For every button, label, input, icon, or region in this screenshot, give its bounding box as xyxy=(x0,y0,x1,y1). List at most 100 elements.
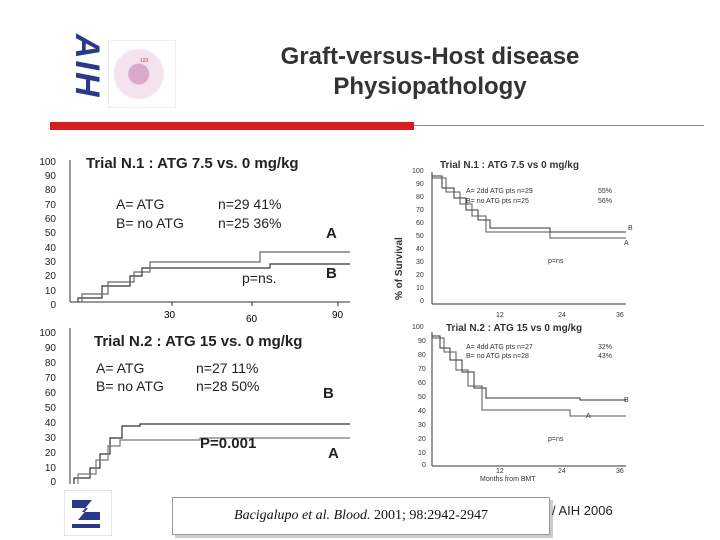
curve-label-b: B xyxy=(323,385,334,402)
y-tick: 40 xyxy=(418,408,426,415)
legend-a: A= 2dd ATG pts n=29 xyxy=(466,188,533,195)
x-tick: 12 xyxy=(496,312,504,319)
y-tick: 70 xyxy=(418,366,426,373)
y-tick: 60 xyxy=(44,388,56,399)
curve-label-b: B xyxy=(628,225,633,232)
aih-logo: AIH xyxy=(68,34,106,99)
y-tick: 20 xyxy=(44,448,56,459)
x-tick: 12 xyxy=(496,468,504,475)
y-tick: 40 xyxy=(44,418,56,429)
y-tick: 10 xyxy=(416,285,424,292)
y-tick: 70 xyxy=(44,373,56,384)
y-tick: 40 xyxy=(44,243,56,254)
y-tick: 10 xyxy=(44,286,56,297)
curve-a xyxy=(77,263,350,302)
y-tick: 60 xyxy=(44,214,56,225)
y-tick: 90 xyxy=(418,338,426,345)
y-tick: 50 xyxy=(44,228,56,239)
legend-b: B= no ATG pts n=28 xyxy=(466,353,529,360)
x-tick: 36 xyxy=(616,468,624,475)
x-tick: 36 xyxy=(616,312,624,319)
curve-label-a: A xyxy=(586,413,591,420)
red-divider xyxy=(50,122,414,130)
curve-a xyxy=(432,337,626,417)
y-tick: 100 xyxy=(39,157,56,168)
cell-image xyxy=(108,40,176,108)
slide-title: Graft-versus-Host disease Physiopatholog… xyxy=(280,43,580,100)
y-tick: 80 xyxy=(44,185,56,196)
right-top-plot xyxy=(431,172,626,305)
y-tick: 30 xyxy=(44,433,56,444)
y-tick: 80 xyxy=(44,358,56,369)
y-tick: 30 xyxy=(416,259,424,266)
y-tick: 40 xyxy=(416,246,424,253)
y-tick: 0 xyxy=(50,300,56,311)
y-tick: 80 xyxy=(418,352,426,359)
y-tick: 100 xyxy=(412,324,424,331)
p-value: P=0.001 xyxy=(200,435,257,452)
chart-title: Trial N.2 : ATG 15 vs. 0 mg/kg xyxy=(94,333,303,350)
x-tick: 30 xyxy=(164,310,176,321)
curve-b xyxy=(81,251,350,302)
society-logo xyxy=(64,490,112,536)
legend-a-stat: n=29 41% xyxy=(218,196,282,212)
y-tick: 50 xyxy=(44,403,56,414)
y-tick: 20 xyxy=(418,436,426,443)
x-tick: 24 xyxy=(558,468,566,475)
chart-title: Trial N.2 : ATG 15 vs 0 mg/kg xyxy=(446,323,583,334)
x-tick: 60 xyxy=(246,314,258,325)
left-bottom-plot xyxy=(69,328,350,484)
y-tick: 70 xyxy=(44,200,56,211)
y-tick: 50 xyxy=(418,394,426,401)
curve-label-b: B xyxy=(624,397,629,404)
y-tick: 90 xyxy=(416,181,424,188)
y-tick: 0 xyxy=(420,298,424,305)
legend-a-pct: 55% xyxy=(598,188,613,195)
curve-a xyxy=(432,177,626,239)
cell-caption: 123 xyxy=(140,58,149,64)
y-tick: 30 xyxy=(418,422,426,429)
y-tick: 0 xyxy=(50,477,56,488)
legend-b-pct: 56% xyxy=(598,198,613,205)
left-top-plot xyxy=(69,160,350,306)
legend-b-stat: n=28 50% xyxy=(196,378,260,394)
y-tick: 100 xyxy=(39,328,56,339)
y-tick: 100 xyxy=(412,168,424,175)
legend-a-stat: n=27 11% xyxy=(196,360,259,376)
legend-b-stat: n=25 36% xyxy=(218,215,282,231)
y-tick: 90 xyxy=(44,343,56,354)
y-tick: 50 xyxy=(416,233,424,240)
legend-b: B= no ATG xyxy=(96,378,164,394)
right-bottom-plot xyxy=(431,332,626,467)
y-tick: 10 xyxy=(44,463,56,474)
chart-title: Trial N.1 : ATG 7.5 vs 0 mg/kg xyxy=(440,160,579,171)
y-tick: 0 xyxy=(422,462,426,469)
legend-b: B= no ATG pts n=25 xyxy=(466,198,529,205)
curve-label-b: B xyxy=(326,265,337,282)
y-tick: 10 xyxy=(418,450,426,457)
legend-a-pct: 32% xyxy=(598,344,613,351)
legend-a: A= ATG xyxy=(116,196,165,212)
y-tick: 60 xyxy=(418,380,426,387)
right-survival-panel xyxy=(400,152,644,478)
y-tick: 20 xyxy=(416,272,424,279)
curve-label-a: A xyxy=(624,240,629,247)
chart-title: Trial N.1 : ATG 7.5 vs. 0 mg/kg xyxy=(86,155,299,172)
citation-box: Bacigalupo et al. Blood. 2001; 98:2942-2… xyxy=(172,497,550,535)
curve-a xyxy=(73,423,350,484)
y-tick: 90 xyxy=(44,171,56,182)
legend-b-pct: 43% xyxy=(598,353,613,360)
curve-b xyxy=(77,437,350,484)
p-value: p=ns xyxy=(548,258,564,265)
legend-a: A= ATG xyxy=(96,360,145,376)
legend-b: B= no ATG xyxy=(116,215,184,231)
p-value: p=ns xyxy=(548,436,564,443)
x-axis-label: Months from BMT xyxy=(480,476,536,483)
footer-text: / AIH 2006 xyxy=(552,503,613,518)
grey-divider xyxy=(414,125,704,126)
y-tick: 20 xyxy=(44,271,56,282)
y-tick: 70 xyxy=(416,207,424,214)
x-tick: 24 xyxy=(558,312,566,319)
y-tick: 30 xyxy=(44,257,56,268)
y-tick: 80 xyxy=(416,194,424,201)
